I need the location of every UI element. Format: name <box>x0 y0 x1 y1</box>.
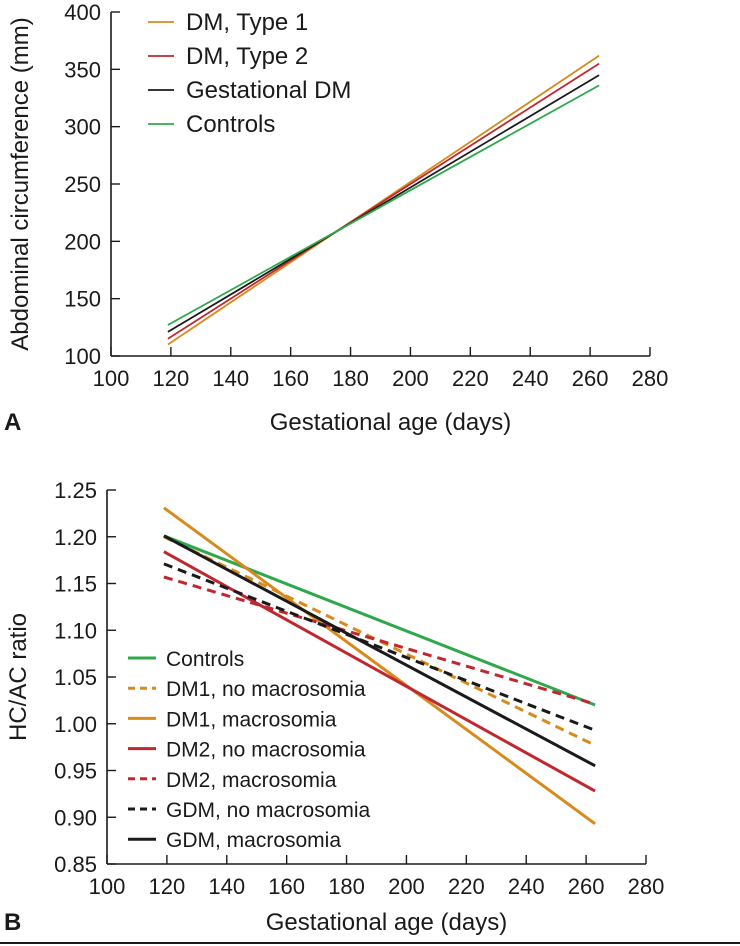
panel-a-y-tick-label: 200 <box>64 229 101 254</box>
panel-b-legend-label-2: DM1, no macrosomia <box>166 678 366 701</box>
panel-b-y-tick-label: 0.95 <box>54 759 97 784</box>
panel-b-x-tick-label: 100 <box>89 874 126 899</box>
panel-b-series-line-7 <box>163 534 596 768</box>
panel-b-y-tick-label: 1.10 <box>54 618 97 643</box>
panel-b-legend-label-5: DM2, macrosomia <box>166 769 337 792</box>
panel-a-legend-label-2: DM, Type 2 <box>186 43 308 70</box>
panel-a-series-line-4 <box>167 84 600 326</box>
panel-b-x-tick-label: 280 <box>628 874 665 899</box>
panel-a-x-tick-label: 280 <box>632 366 669 391</box>
panel-a-series-line-2 <box>167 62 600 340</box>
panel-a-x-tick-label: 240 <box>512 366 549 391</box>
panel-b-series-line-3 <box>163 506 596 826</box>
panel-b-legend-label-3: DM1, macrosomia <box>166 708 337 731</box>
panel-b-chart: 100 120 140 160 180 200 220 240 260 280 0.85 0.90 0.… <box>4 478 664 936</box>
panel-b-y-tick-label: 1.15 <box>54 572 97 597</box>
panel-b-legend-label-7: GDM, macrosomia <box>166 829 341 852</box>
panel-b-x-tick-label: 160 <box>268 874 305 899</box>
panel-b-legend-label-1: Controls <box>166 648 244 671</box>
panel-a-x-tick-label: 220 <box>452 366 489 391</box>
panel-b-y-axis-label: HC/AC ratio <box>5 613 32 741</box>
panel-a-x-tick-label: 200 <box>392 366 429 391</box>
panel-a-x-tick-label: 260 <box>572 366 609 391</box>
panel-a-y-tick-label: 150 <box>64 287 101 312</box>
panel-a-y-tick-label: 350 <box>64 57 101 82</box>
panel-b-series-line-6 <box>163 562 596 732</box>
panel-a-series-line-3 <box>167 74 600 333</box>
panel-a-chart: 100 120 140 160 180 200 220 240 260 280 100 150 200 2… <box>4 0 668 436</box>
panel-a-x-tick-label: 160 <box>272 366 309 391</box>
panel-a-series-line-1 <box>167 54 600 346</box>
panel-a-x-tick-label: 180 <box>332 366 369 391</box>
panel-a-y-tick-label: 250 <box>64 172 101 197</box>
panel-a-x-tick-label: 140 <box>212 366 249 391</box>
panel-a-y-tick-label: 400 <box>64 0 101 25</box>
panel-b-legend-label-6: GDM, no macrosomia <box>166 799 371 822</box>
panel-a-x-tick-label: 100 <box>93 366 130 391</box>
panel-a-legend-label-1: DM, Type 1 <box>186 9 308 36</box>
panel-b-y-tick-label: 1.25 <box>54 478 97 503</box>
panel-a-x-tick-label: 120 <box>153 366 190 391</box>
panel-b-legend-label-4: DM2, no macrosomia <box>166 739 366 762</box>
panel-a-legend-label-3: Gestational DM <box>186 77 351 104</box>
panel-a-letter: A <box>4 409 21 436</box>
panel-b-series-line-2 <box>163 535 596 747</box>
panel-a-y-tick-label: 300 <box>64 115 101 140</box>
panel-b-x-tick-label: 120 <box>149 874 186 899</box>
panel-b-y-tick-label: 1.00 <box>54 712 97 737</box>
panel-b-y-tick-label: 1.05 <box>54 665 97 690</box>
panel-b-x-tick-label: 140 <box>208 874 245 899</box>
panel-b-y-tick-label: 1.20 <box>54 525 97 550</box>
panel-b-series-line-1 <box>163 534 596 707</box>
panel-b-x-tick-label: 220 <box>448 874 485 899</box>
panel-b-x-tick-label: 180 <box>328 874 365 899</box>
panel-a-x-axis-label: Gestational age (days) <box>270 409 511 436</box>
panel-b-y-tick-label: 0.90 <box>54 805 97 830</box>
panel-a-legend-label-4: Controls <box>186 111 275 138</box>
panel-b-x-tick-label: 200 <box>388 874 425 899</box>
panel-a-y-tick-label: 100 <box>64 344 101 369</box>
panel-b-y-tick-label: 0.85 <box>54 852 97 877</box>
panel-b-x-tick-label: 240 <box>508 874 545 899</box>
panel-b-x-tick-label: 260 <box>568 874 605 899</box>
panel-a-y-axis-label: Abdominal circumference (mm) <box>7 17 34 350</box>
panel-b-x-axis-label: Gestational age (days) <box>266 909 507 936</box>
panel-b-letter: B <box>4 909 21 936</box>
